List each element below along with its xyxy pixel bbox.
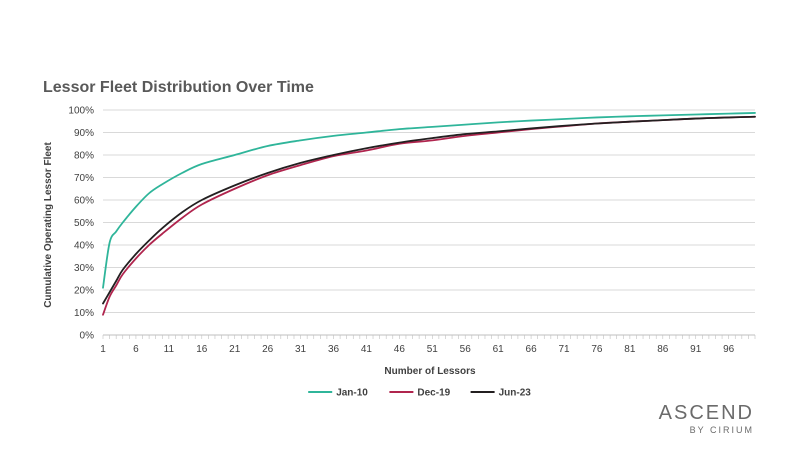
x-tick-label: 36 xyxy=(328,344,340,355)
x-tick-label: 96 xyxy=(723,344,735,355)
legend-label: Jan-10 xyxy=(336,388,368,399)
x-tick-label: 6 xyxy=(133,344,139,355)
x-tick-label: 11 xyxy=(164,344,175,355)
y-tick-label: 80% xyxy=(74,151,94,162)
series-line-jun-23 xyxy=(102,115,756,305)
y-tick-label: 40% xyxy=(74,241,94,252)
x-tick-label: 46 xyxy=(394,344,406,355)
brand-name: ASCEND xyxy=(658,402,754,424)
ascend-logo: ASCEND BY CIRIUM xyxy=(659,402,754,436)
y-tick-label: 30% xyxy=(74,263,94,274)
y-tick-label: 70% xyxy=(74,173,94,184)
brand-byline: BY CIRIUM xyxy=(689,425,754,435)
x-tick-label: 41 xyxy=(361,344,373,355)
y-tick-label: 60% xyxy=(74,196,94,207)
x-tick-label: 91 xyxy=(690,344,702,355)
x-tick-label: 86 xyxy=(657,344,669,355)
x-tick-label: 16 xyxy=(196,344,208,355)
gridlines xyxy=(103,109,755,313)
x-tick-label: 1 xyxy=(100,344,106,355)
y-tick-label: 90% xyxy=(74,128,94,139)
x-tick-label: 21 xyxy=(229,344,241,355)
y-tick-label: 0% xyxy=(80,331,95,342)
y-tick-label: 10% xyxy=(74,308,94,319)
x-tick-label: 56 xyxy=(460,344,472,355)
series-line-dec-19 xyxy=(102,115,756,316)
x-tick-label: 76 xyxy=(591,344,603,355)
y-tick-label: 50% xyxy=(74,218,94,229)
legend-item: Jun-23 xyxy=(470,388,532,399)
series-lines xyxy=(102,112,756,316)
x-tick-label: 66 xyxy=(526,344,538,355)
legend-item: Jan-10 xyxy=(308,388,368,399)
legend: Jan-10 Dec-19 Jun-23 xyxy=(308,388,531,399)
x-tick-label: 81 xyxy=(624,344,636,355)
legend-item: Dec-19 xyxy=(389,388,451,399)
x-tick-label: 61 xyxy=(493,344,505,355)
x-tick-label: 71 xyxy=(558,344,570,355)
x-tick-label: 51 xyxy=(427,344,439,355)
x-tick-label: 26 xyxy=(262,344,274,355)
x-tick-label: 31 xyxy=(295,344,307,355)
legend-label: Dec-19 xyxy=(417,388,450,399)
x-axis-title: Number of Lessors xyxy=(384,366,476,377)
legend-label: Jun-23 xyxy=(499,388,532,399)
chart-title: Lessor Fleet Distribution Over Time xyxy=(43,79,314,96)
y-tick-label: 100% xyxy=(68,106,94,117)
axes: 0%10%20%30%40%50%60%70%80%90%100%1 6 11 16 2… xyxy=(68,106,756,355)
series-line-jan-10 xyxy=(102,112,756,289)
y-tick-label: 20% xyxy=(74,286,94,297)
y-axis-title: Cumulative Operating Lessor Fleet xyxy=(43,142,54,308)
